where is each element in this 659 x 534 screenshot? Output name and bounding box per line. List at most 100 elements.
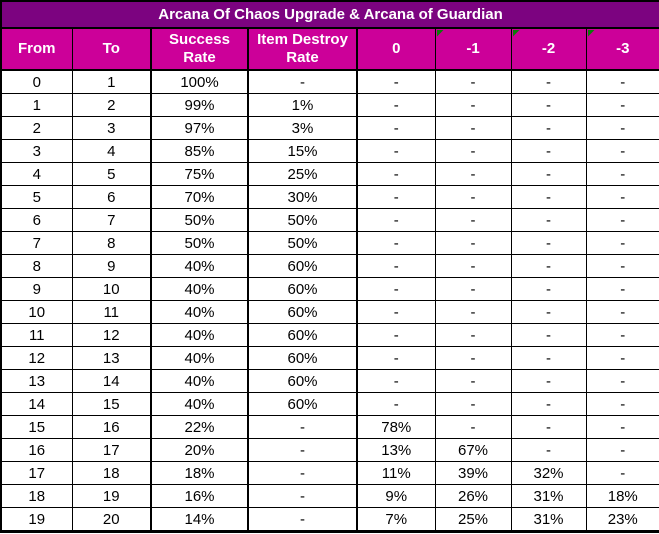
column-header-minus-1[interactable]: -1 xyxy=(434,27,512,71)
table-cell[interactable]: 10 xyxy=(71,277,152,301)
table-cell[interactable]: 15% xyxy=(247,139,358,163)
table-cell[interactable]: 7 xyxy=(71,208,152,232)
table-cell[interactable]: 12 xyxy=(71,323,152,347)
table-cell[interactable]: 9% xyxy=(356,484,436,508)
table-cell[interactable]: 6 xyxy=(0,208,73,232)
table-cell[interactable]: - xyxy=(510,254,587,278)
table-cell[interactable]: 31% xyxy=(510,507,587,532)
table-cell[interactable]: 60% xyxy=(247,300,358,324)
table-cell[interactable]: - xyxy=(434,185,512,209)
table-cell[interactable]: - xyxy=(356,185,436,209)
table-cell[interactable]: 100% xyxy=(150,69,249,94)
table-cell[interactable]: 15 xyxy=(71,392,152,416)
table-cell[interactable]: 30% xyxy=(247,185,358,209)
table-cell[interactable]: - xyxy=(510,415,587,439)
table-cell[interactable]: - xyxy=(434,139,512,163)
table-cell[interactable]: 0 xyxy=(0,69,73,94)
table-cell[interactable]: - xyxy=(510,139,587,163)
table-cell[interactable]: - xyxy=(356,254,436,278)
table-cell[interactable]: - xyxy=(585,185,659,209)
table-cell[interactable]: 39% xyxy=(434,461,512,485)
table-cell[interactable]: 19 xyxy=(0,507,73,532)
table-title[interactable]: Arcana Of Chaos Upgrade & Arcana of Guar… xyxy=(0,0,659,29)
table-cell[interactable]: - xyxy=(510,346,587,370)
table-cell[interactable]: - xyxy=(585,93,659,117)
table-cell[interactable]: - xyxy=(356,300,436,324)
table-cell[interactable]: 1 xyxy=(0,93,73,117)
table-cell[interactable]: 22% xyxy=(150,415,249,439)
table-cell[interactable]: - xyxy=(585,69,659,94)
column-header-0[interactable]: 0 xyxy=(356,27,436,71)
table-cell[interactable]: 85% xyxy=(150,139,249,163)
table-cell[interactable]: 17 xyxy=(71,438,152,462)
table-cell[interactable]: - xyxy=(247,69,358,94)
table-cell[interactable]: 7% xyxy=(356,507,436,532)
table-cell[interactable]: - xyxy=(585,300,659,324)
table-cell[interactable]: - xyxy=(434,162,512,186)
table-cell[interactable]: 50% xyxy=(150,231,249,255)
table-cell[interactable]: 18 xyxy=(71,461,152,485)
table-cell[interactable]: - xyxy=(585,461,659,485)
table-cell[interactable]: - xyxy=(434,69,512,94)
table-cell[interactable]: - xyxy=(247,507,358,532)
table-cell[interactable]: 1% xyxy=(247,93,358,117)
table-cell[interactable]: 15 xyxy=(0,415,73,439)
table-cell[interactable]: 19 xyxy=(71,484,152,508)
table-cell[interactable]: - xyxy=(585,438,659,462)
table-cell[interactable]: - xyxy=(510,323,587,347)
table-cell[interactable]: 8 xyxy=(0,254,73,278)
table-cell[interactable]: - xyxy=(585,254,659,278)
column-header-minus-2[interactable]: -2 xyxy=(510,27,587,71)
table-cell[interactable]: 13 xyxy=(71,346,152,370)
table-cell[interactable]: 5 xyxy=(71,162,152,186)
table-cell[interactable]: 40% xyxy=(150,300,249,324)
table-cell[interactable]: - xyxy=(356,346,436,370)
table-cell[interactable]: 16% xyxy=(150,484,249,508)
table-cell[interactable]: - xyxy=(585,323,659,347)
table-cell[interactable]: - xyxy=(510,369,587,393)
table-cell[interactable]: - xyxy=(510,185,587,209)
table-cell[interactable]: 9 xyxy=(71,254,152,278)
column-header-minus-3[interactable]: -3 xyxy=(585,27,659,71)
table-cell[interactable]: - xyxy=(510,438,587,462)
table-cell[interactable]: 14 xyxy=(0,392,73,416)
table-cell[interactable]: 18% xyxy=(585,484,659,508)
table-cell[interactable]: - xyxy=(585,139,659,163)
table-cell[interactable]: - xyxy=(356,116,436,140)
column-header-item-destroy-rate[interactable]: Item Destroy Rate xyxy=(247,27,358,71)
table-cell[interactable]: 14 xyxy=(71,369,152,393)
table-cell[interactable]: - xyxy=(247,484,358,508)
table-cell[interactable]: - xyxy=(434,392,512,416)
table-cell[interactable]: 3 xyxy=(71,116,152,140)
table-cell[interactable]: 16 xyxy=(0,438,73,462)
column-header-to[interactable]: To xyxy=(71,27,152,71)
table-cell[interactable]: - xyxy=(356,277,436,301)
table-cell[interactable]: 11% xyxy=(356,461,436,485)
table-cell[interactable]: 7 xyxy=(0,231,73,255)
table-cell[interactable]: 60% xyxy=(247,346,358,370)
table-cell[interactable]: 12 xyxy=(0,346,73,370)
table-cell[interactable]: 4 xyxy=(0,162,73,186)
table-cell[interactable]: - xyxy=(356,369,436,393)
table-cell[interactable]: - xyxy=(356,208,436,232)
table-cell[interactable]: 11 xyxy=(0,323,73,347)
table-cell[interactable]: - xyxy=(585,277,659,301)
table-cell[interactable]: 3% xyxy=(247,116,358,140)
table-cell[interactable]: - xyxy=(356,392,436,416)
table-cell[interactable]: 10 xyxy=(0,300,73,324)
table-cell[interactable]: 40% xyxy=(150,323,249,347)
table-cell[interactable]: - xyxy=(510,116,587,140)
column-header-from[interactable]: From xyxy=(0,27,73,71)
table-cell[interactable]: - xyxy=(585,231,659,255)
table-cell[interactable]: 70% xyxy=(150,185,249,209)
table-cell[interactable]: - xyxy=(510,162,587,186)
table-cell[interactable]: - xyxy=(510,277,587,301)
table-cell[interactable]: 31% xyxy=(510,484,587,508)
table-cell[interactable]: 99% xyxy=(150,93,249,117)
table-cell[interactable]: 50% xyxy=(247,208,358,232)
table-cell[interactable]: 40% xyxy=(150,277,249,301)
table-cell[interactable]: - xyxy=(434,369,512,393)
table-cell[interactable]: 25% xyxy=(434,507,512,532)
table-cell[interactable]: - xyxy=(510,93,587,117)
table-cell[interactable]: 40% xyxy=(150,346,249,370)
